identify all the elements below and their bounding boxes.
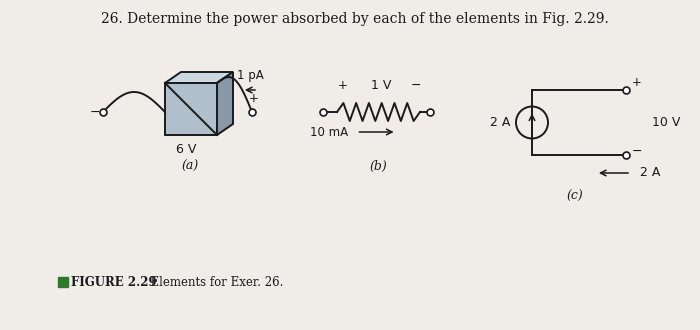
Text: (b): (b) [369, 160, 387, 173]
Text: +: + [338, 79, 348, 92]
Text: 10 V: 10 V [652, 116, 680, 129]
Polygon shape [217, 72, 233, 135]
Polygon shape [165, 72, 233, 83]
Text: −: − [90, 106, 100, 118]
Text: 1 V: 1 V [371, 79, 392, 92]
Text: (a): (a) [181, 160, 199, 173]
Text: (c): (c) [566, 190, 583, 203]
Text: 26. Determine the power absorbed by each of the elements in Fig. 2.29.: 26. Determine the power absorbed by each… [101, 12, 609, 26]
Polygon shape [165, 83, 217, 135]
Text: 1 pA: 1 pA [237, 69, 263, 82]
Text: 10 mA: 10 mA [310, 125, 349, 139]
Text: Elements for Exer. 26.: Elements for Exer. 26. [143, 276, 284, 288]
Text: 6 V: 6 V [176, 143, 196, 156]
Text: −: − [411, 79, 421, 92]
Polygon shape [58, 277, 68, 287]
Text: +: + [249, 91, 259, 105]
Text: FIGURE 2.29: FIGURE 2.29 [71, 276, 157, 288]
Text: −: − [632, 145, 643, 157]
Text: +: + [632, 76, 642, 88]
Text: 2 A: 2 A [489, 116, 510, 129]
Text: 2 A: 2 A [640, 167, 660, 180]
